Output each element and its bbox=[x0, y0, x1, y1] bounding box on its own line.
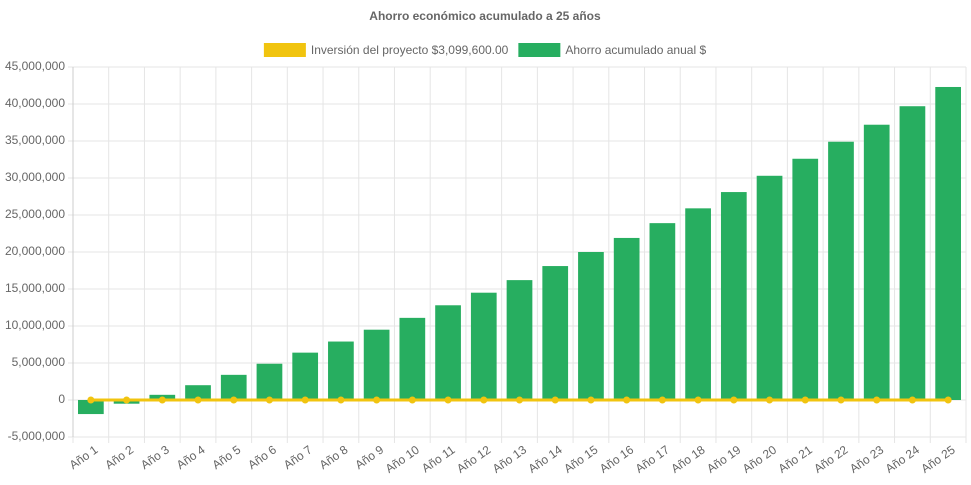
legend: Inversión del proyecto $3,099,600.00 Ahor… bbox=[263, 43, 706, 57]
bar bbox=[435, 305, 461, 400]
point bbox=[373, 396, 381, 404]
x-tick-label: Año 16 bbox=[597, 442, 636, 475]
point bbox=[908, 396, 916, 404]
point bbox=[158, 396, 166, 404]
point bbox=[337, 396, 345, 404]
y-tick-label: 25,000,000 bbox=[5, 207, 65, 221]
x-tick-label: Año 8 bbox=[317, 442, 351, 472]
point bbox=[801, 396, 809, 404]
x-tick-label: Año 19 bbox=[704, 442, 743, 475]
bar bbox=[363, 329, 390, 400]
x-tick-label: Año 4 bbox=[174, 442, 208, 472]
x-tick-label: Año 20 bbox=[740, 442, 779, 475]
x-tick-label: Año 6 bbox=[245, 442, 279, 472]
x-tick-label: Año 15 bbox=[561, 442, 600, 475]
point bbox=[516, 396, 523, 404]
y-tick-label: 40,000,000 bbox=[5, 96, 65, 110]
bar bbox=[935, 86, 961, 400]
point bbox=[87, 396, 95, 404]
x-tick-label: Año 13 bbox=[490, 442, 529, 475]
x-tick-label: Año 1 bbox=[67, 442, 101, 472]
bar bbox=[328, 341, 354, 400]
x-tick-label: Año 12 bbox=[454, 442, 493, 475]
x-tick-label: Año 11 bbox=[419, 442, 458, 475]
point bbox=[408, 396, 416, 404]
bar bbox=[828, 141, 854, 401]
point bbox=[265, 396, 273, 404]
point bbox=[587, 396, 595, 404]
x-tick-label: Año 9 bbox=[352, 442, 386, 472]
chart-title: Ahorro económico acumulado a 25 años bbox=[369, 9, 601, 23]
legend-label: Inversión del proyecto $3,099,600.00 bbox=[311, 43, 509, 57]
legend-label: Ahorro acumulado anual $ bbox=[565, 43, 706, 57]
point bbox=[194, 396, 202, 404]
bar bbox=[542, 266, 569, 400]
bar bbox=[399, 317, 426, 400]
bar bbox=[256, 363, 283, 400]
bar bbox=[78, 400, 104, 415]
legend-swatch bbox=[518, 43, 561, 57]
y-tick-label: 20,000,000 bbox=[5, 244, 65, 258]
point bbox=[658, 396, 666, 404]
y-tick-label: 15,000,000 bbox=[5, 281, 65, 295]
point bbox=[873, 396, 881, 404]
point bbox=[623, 396, 631, 404]
bar bbox=[506, 280, 533, 400]
y-tick-label: 45,000,000 bbox=[5, 59, 65, 73]
bar bbox=[470, 292, 497, 400]
x-tick-label: Año 25 bbox=[918, 442, 957, 475]
x-tick-label: Año 21 bbox=[776, 442, 815, 475]
bar bbox=[649, 223, 676, 400]
point bbox=[944, 396, 952, 404]
point bbox=[123, 396, 131, 404]
point bbox=[230, 396, 238, 404]
x-tick-label: Año 24 bbox=[883, 442, 922, 475]
bar bbox=[578, 252, 604, 400]
point bbox=[551, 396, 559, 404]
bar bbox=[863, 124, 890, 400]
x-tick-label: Año 14 bbox=[526, 442, 565, 475]
x-tick-label: Año 18 bbox=[668, 442, 707, 475]
y-tick-label: -5,000,000 bbox=[8, 429, 66, 443]
legend-swatch bbox=[263, 43, 306, 57]
point bbox=[444, 396, 452, 404]
point bbox=[480, 396, 488, 404]
legend-item: Inversión del proyecto $3,099,600.00 bbox=[263, 43, 509, 57]
point bbox=[730, 396, 738, 404]
x-tick-label: Año 2 bbox=[102, 442, 136, 472]
bar bbox=[792, 158, 819, 400]
bar bbox=[899, 106, 926, 400]
bar bbox=[756, 175, 783, 400]
point bbox=[694, 396, 702, 404]
bar bbox=[720, 192, 747, 400]
y-tick-label: 0 bbox=[58, 392, 65, 406]
bar bbox=[185, 385, 211, 400]
x-tick-label: Año 7 bbox=[281, 442, 315, 472]
bar bbox=[220, 374, 247, 400]
y-tick-label: 30,000,000 bbox=[5, 170, 65, 184]
x-tick-label: Año 5 bbox=[210, 442, 244, 472]
y-tick-label: 35,000,000 bbox=[5, 133, 65, 147]
y-tick-label: 10,000,000 bbox=[5, 318, 65, 332]
bar bbox=[685, 208, 711, 400]
y-tick-label: 5,000,000 bbox=[12, 355, 66, 369]
x-tick-label: Año 22 bbox=[811, 442, 850, 475]
bar bbox=[292, 352, 319, 400]
x-tick-label: Año 10 bbox=[383, 442, 422, 475]
x-tick-label: Año 23 bbox=[847, 442, 886, 475]
point bbox=[301, 396, 309, 404]
point bbox=[766, 396, 774, 404]
x-tick-label: Año 3 bbox=[138, 442, 172, 472]
x-tick-label: Año 17 bbox=[633, 442, 672, 475]
bar bbox=[613, 237, 640, 400]
point bbox=[837, 396, 845, 404]
legend-item: Ahorro acumulado anual $ bbox=[518, 43, 706, 57]
